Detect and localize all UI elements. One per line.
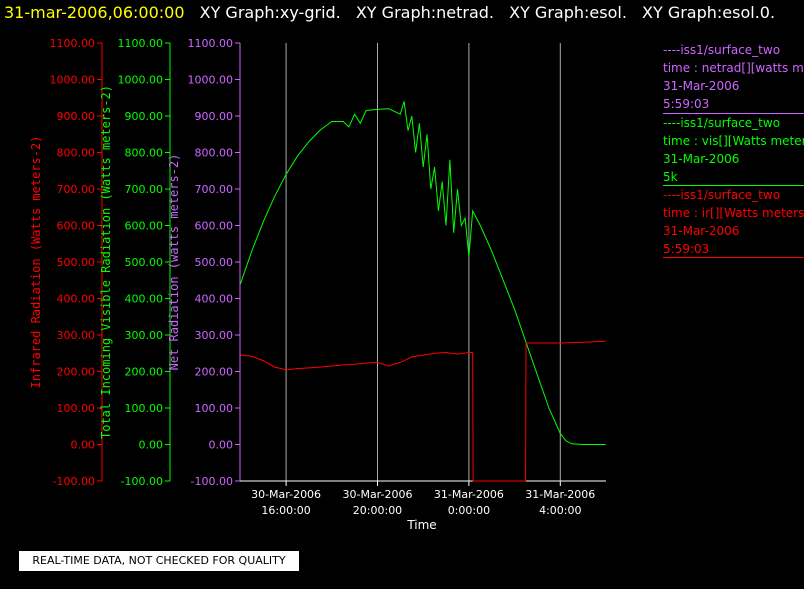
legend-entry-ir: ----iss1/surface_two time : ir[][Watts m…	[663, 186, 804, 258]
y-tick-label-vis: 500.00	[125, 256, 164, 269]
y-tick-label-vis: 0.00	[139, 439, 164, 452]
legend-separator	[663, 257, 804, 258]
legend-entry-netrad: ----iss1/surface_two time : netrad[][wat…	[663, 41, 804, 113]
series-line-ir	[240, 340, 606, 482]
y-tick-label-net: 400.00	[195, 293, 234, 306]
legend-vis-line1: ----iss1/surface_two	[663, 116, 781, 130]
y-tick-label-ir: 100.00	[57, 402, 96, 415]
y-tick-label-net: 100.00	[195, 402, 234, 415]
y-tick-label-net: 1100.00	[188, 37, 234, 50]
legend-ir-line1: ----iss1/surface_two	[663, 188, 781, 202]
y-tick-label-vis: 400.00	[125, 293, 164, 306]
y-axis-label-vis: Total Incoming Visible Radiation (Watts …	[99, 85, 113, 439]
y-tick-label-ir: 0.00	[71, 439, 96, 452]
y-tick-label-ir: 900.00	[57, 110, 96, 123]
legend-netrad-line2: time : netrad[][watts me	[663, 61, 804, 75]
x-tick-label: 31-Mar-2006	[525, 488, 595, 501]
y-axis-label-ir: Infrared Radiation (Watts meters-2)	[29, 136, 43, 389]
y-tick-label-ir: -100.00	[53, 475, 95, 488]
y-tick-label-vis: 1000.00	[118, 74, 164, 87]
y-tick-label-net: 300.00	[195, 329, 234, 342]
y-tick-label-vis: 900.00	[125, 110, 164, 123]
y-tick-label-net: 500.00	[195, 256, 234, 269]
x-axis-label: Time	[406, 518, 436, 532]
y-tick-label-vis: -100.00	[121, 475, 163, 488]
y-tick-label-net: 0.00	[209, 439, 234, 452]
y-tick-label-ir: 800.00	[57, 147, 96, 160]
y-tick-label-net: 900.00	[195, 110, 234, 123]
legend-netrad-line3: 31-Mar-2006	[663, 79, 740, 93]
legend-entry-vis: ----iss1/surface_two time : vis[][Watts …	[663, 114, 804, 186]
x-tick-label: 16:00:00	[261, 504, 310, 517]
y-tick-label-vis: 800.00	[125, 147, 164, 160]
y-tick-label-vis: 200.00	[125, 366, 164, 379]
y-tick-label-vis: 700.00	[125, 183, 164, 196]
x-tick-label: 20:00:00	[353, 504, 402, 517]
y-tick-label-net: 200.00	[195, 366, 234, 379]
y-tick-label-net: 600.00	[195, 220, 234, 233]
x-tick-label: 31-Mar-2006	[434, 488, 504, 501]
y-tick-label-ir: 400.00	[57, 293, 96, 306]
y-axis-label-net: Net Radiation (watts meters-2)	[167, 154, 181, 371]
y-tick-label-net: 800.00	[195, 147, 234, 160]
x-tick-label: 4:00:00	[539, 504, 581, 517]
y-tick-label-net: 700.00	[195, 183, 234, 196]
y-tick-label-net: 1000.00	[188, 74, 234, 87]
legend-ir-line3: 31-Mar-2006	[663, 224, 740, 238]
y-tick-label-ir: 500.00	[57, 256, 96, 269]
graph-title-xy-grid: XY Graph:xy-grid.	[199, 3, 341, 22]
y-tick-label-ir: 1100.00	[50, 37, 96, 50]
legend-ir-line2: time : ir[][Watts meters	[663, 206, 804, 220]
y-tick-label-net: -100.00	[191, 475, 233, 488]
y-tick-label-ir: 200.00	[57, 366, 96, 379]
graph-title-esol: XY Graph:esol.	[509, 3, 627, 22]
y-tick-label-vis: 1100.00	[118, 37, 164, 50]
y-tick-label-vis: 100.00	[125, 402, 164, 415]
graph-header: 31-mar-2006,06:00:00 XY Graph:xy-grid. X…	[4, 2, 775, 26]
legend-netrad-line4: 5:59:03	[663, 97, 710, 111]
legend-vis-line3: 31-Mar-2006	[663, 152, 740, 166]
y-tick-label-vis: 300.00	[125, 329, 164, 342]
y-tick-label-ir: 300.00	[57, 329, 96, 342]
y-tick-label-ir: 700.00	[57, 183, 96, 196]
x-tick-label: 30-Mar-2006	[251, 488, 321, 501]
y-tick-label-ir: 600.00	[57, 220, 96, 233]
legend-vis-line4: 5k	[663, 170, 678, 184]
x-tick-label: 30-Mar-2006	[342, 488, 412, 501]
graph-title-esol-0: XY Graph:esol.0.	[642, 3, 776, 22]
quality-notice: REAL-TIME DATA, NOT CHECKED FOR QUALITY	[19, 551, 299, 571]
y-tick-label-vis: 600.00	[125, 220, 164, 233]
graph-timestamp: 31-mar-2006,06:00:00	[4, 3, 185, 22]
legend-ir-line4: 5:59:03	[663, 242, 710, 256]
legend-separator	[663, 113, 804, 114]
series-line-vis	[239, 101, 606, 445]
x-tick-label: 0:00:00	[448, 504, 490, 517]
legend-netrad-line1: ----iss1/surface_two	[663, 43, 781, 57]
y-tick-label-ir: 1000.00	[50, 74, 96, 87]
legend-vis-line2: time : vis[][Watts meter	[663, 134, 804, 148]
legend-separator	[663, 185, 804, 186]
graph-title-netrad: XY Graph:netrad.	[355, 3, 495, 22]
